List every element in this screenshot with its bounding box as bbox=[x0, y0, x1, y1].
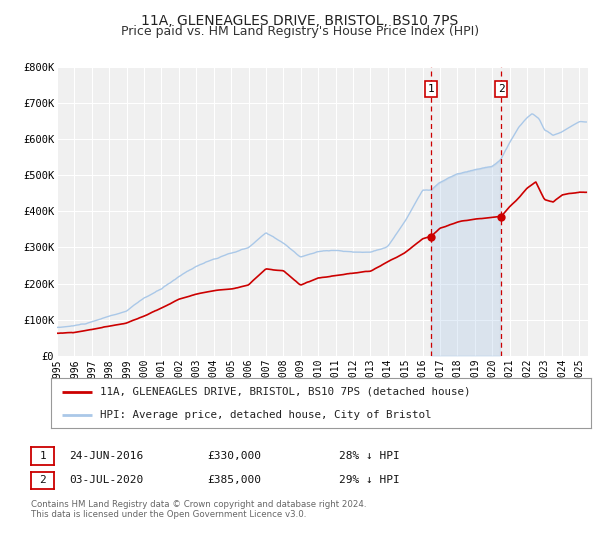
Text: 03-JUL-2020: 03-JUL-2020 bbox=[69, 475, 143, 486]
Text: 11A, GLENEAGLES DRIVE, BRISTOL, BS10 7PS (detached house): 11A, GLENEAGLES DRIVE, BRISTOL, BS10 7PS… bbox=[100, 386, 470, 396]
Text: £330,000: £330,000 bbox=[207, 451, 261, 461]
Text: 28% ↓ HPI: 28% ↓ HPI bbox=[339, 451, 400, 461]
Text: 2: 2 bbox=[39, 475, 46, 486]
Text: £385,000: £385,000 bbox=[207, 475, 261, 486]
Text: This data is licensed under the Open Government Licence v3.0.: This data is licensed under the Open Gov… bbox=[31, 510, 307, 519]
Text: 1: 1 bbox=[39, 451, 46, 461]
Text: HPI: Average price, detached house, City of Bristol: HPI: Average price, detached house, City… bbox=[100, 410, 431, 420]
Text: Contains HM Land Registry data © Crown copyright and database right 2024.: Contains HM Land Registry data © Crown c… bbox=[31, 500, 367, 508]
Text: 24-JUN-2016: 24-JUN-2016 bbox=[69, 451, 143, 461]
Text: 29% ↓ HPI: 29% ↓ HPI bbox=[339, 475, 400, 486]
Text: Price paid vs. HM Land Registry's House Price Index (HPI): Price paid vs. HM Land Registry's House … bbox=[121, 25, 479, 38]
Text: 2: 2 bbox=[498, 84, 505, 94]
Text: 11A, GLENEAGLES DRIVE, BRISTOL, BS10 7PS: 11A, GLENEAGLES DRIVE, BRISTOL, BS10 7PS bbox=[142, 14, 458, 28]
Text: 1: 1 bbox=[428, 84, 434, 94]
